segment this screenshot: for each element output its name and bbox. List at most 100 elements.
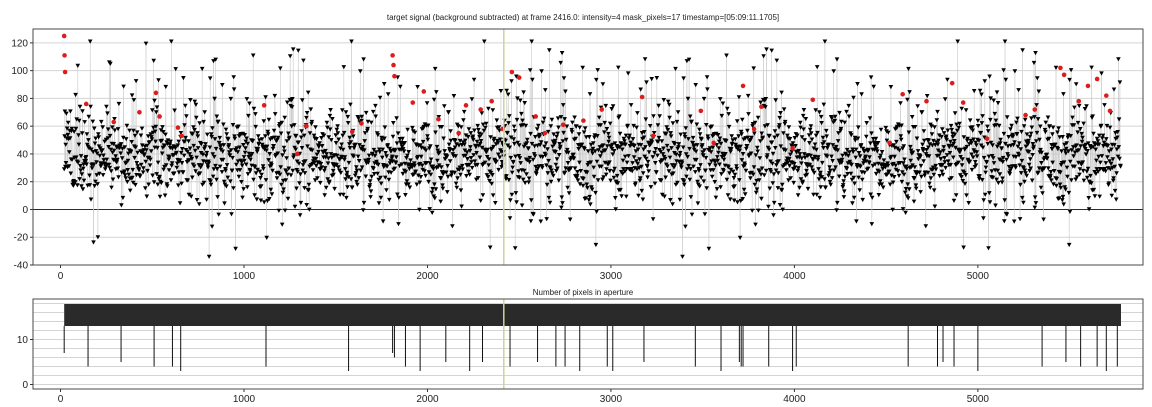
signal-point-810	[359, 118, 364, 124]
signal-point-337	[185, 178, 191, 183]
signal-point-1536	[625, 123, 631, 128]
signal-point-168	[123, 176, 129, 181]
signal-point-666	[306, 188, 311, 193]
signal-point-2836	[1102, 167, 1108, 172]
signal-point-1499	[611, 149, 617, 154]
signal-point-2779	[1081, 178, 1087, 183]
signal-point-233	[147, 140, 152, 145]
signal-point-1818	[729, 147, 734, 152]
signal-point-625	[291, 155, 296, 160]
signal-point-2628	[1026, 138, 1031, 143]
signal-point-700	[318, 161, 324, 167]
signal-point-588	[277, 172, 283, 177]
signal-point-2742	[1068, 159, 1073, 164]
signal-point-1611	[653, 161, 658, 166]
signal-point-433	[220, 157, 226, 163]
signal-point-1870	[748, 176, 753, 181]
signal-point-1038	[442, 157, 448, 162]
signal-point-447	[225, 137, 231, 142]
signal-point-1405	[577, 125, 582, 130]
signal-point-2086	[827, 165, 832, 170]
signal-point-1062	[451, 94, 457, 99]
signal-point-1344	[555, 166, 560, 171]
signal-point-961	[414, 182, 420, 187]
signal-point-2434	[955, 128, 960, 133]
signal-point-858	[376, 201, 382, 206]
signal-point-2036	[809, 131, 814, 136]
signal-point-1757	[706, 246, 712, 251]
signal-point-1150	[483, 121, 489, 126]
signal-point-2102	[833, 165, 838, 170]
signal-point-2778	[1081, 121, 1086, 126]
signal-point-817	[361, 200, 367, 206]
signal-point-1682	[679, 165, 684, 170]
signal-point-1754	[705, 134, 711, 139]
signal-point-1521	[620, 147, 625, 152]
signal-point-2122	[840, 185, 846, 190]
signal-point-2033	[807, 127, 813, 132]
signal-point-2548	[996, 123, 1002, 128]
signal-point-1099	[465, 157, 470, 162]
signal-point-1224	[511, 160, 516, 165]
signal-point-1255	[522, 101, 527, 106]
highlight-point-31	[581, 118, 586, 123]
signal-point-1275	[529, 141, 535, 147]
signal-point-1990	[792, 161, 797, 167]
signal-point-1495	[610, 152, 616, 157]
signal-point-414	[213, 146, 219, 152]
signal-point-1846	[739, 132, 744, 137]
signal-point-2166	[856, 151, 862, 156]
signal-point-1538	[626, 154, 631, 159]
signal-point-1514	[617, 145, 622, 150]
signal-point-1360	[560, 103, 566, 108]
signal-point-559	[267, 197, 272, 202]
signal-point-219	[142, 152, 147, 157]
signal-point-2690	[1049, 178, 1054, 183]
signal-point-2609	[1019, 129, 1024, 135]
signal-point-999	[428, 172, 434, 177]
signal-ytick-label-3: 20	[17, 177, 29, 188]
signal-point-2632	[1027, 134, 1033, 139]
signal-point-558	[266, 117, 272, 122]
signal-point-794	[353, 142, 358, 147]
signal-point-1736	[698, 175, 704, 180]
signal-point-2843	[1105, 155, 1110, 160]
signal-point-978	[420, 139, 426, 145]
signal-point-1998	[795, 133, 800, 138]
signal-point-2258	[890, 207, 895, 212]
signal-point-1891	[755, 115, 761, 120]
signal-point-2769	[1078, 127, 1083, 132]
signal-point-2073	[822, 39, 828, 44]
signal-point-719	[325, 161, 331, 166]
signal-point-1093	[463, 138, 468, 143]
signal-point-288	[167, 142, 173, 147]
signal-point-1879	[751, 66, 756, 71]
signal-point-593	[279, 120, 285, 125]
signal-point-1710	[689, 119, 694, 124]
signal-point-2150	[850, 150, 856, 155]
signal-point-378	[200, 152, 206, 157]
signal-point-1573	[639, 164, 644, 169]
signal-point-124	[107, 165, 112, 171]
signal-point-1786	[717, 162, 722, 167]
signal-point-516	[251, 177, 256, 182]
signal-point-1722	[693, 149, 699, 154]
signal-point-844	[371, 147, 377, 153]
signal-point-215	[140, 170, 146, 175]
signal-point-2552	[998, 137, 1003, 142]
signal-point-47	[79, 184, 84, 189]
signal-point-1361	[561, 130, 566, 136]
signal-point-2657	[1036, 166, 1042, 171]
signal-point-2321	[913, 183, 919, 188]
signal-point-1604	[650, 155, 656, 160]
signal-point-1578	[640, 171, 646, 176]
signal-point-1330	[549, 171, 555, 176]
signal-point-1636	[662, 194, 667, 199]
signal-point-406	[210, 174, 216, 179]
signal-point-2360	[927, 185, 933, 190]
signal-point-1300	[538, 140, 544, 145]
highlight-point-22	[463, 103, 469, 108]
signal-point-1485	[606, 135, 612, 140]
signal-point-1016	[434, 144, 440, 150]
signal-point-805	[357, 143, 362, 148]
